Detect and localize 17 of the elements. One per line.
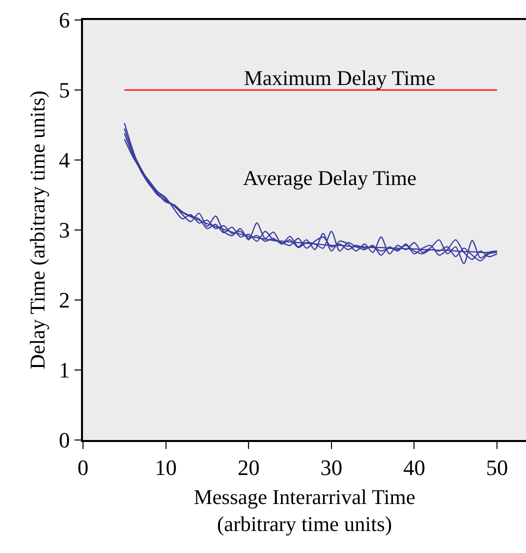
x-tick-label: 30	[320, 455, 342, 480]
x-tick-label: 20	[238, 455, 260, 480]
y-tick-label: 0	[58, 428, 70, 453]
annotation: Maximum Delay Time	[244, 66, 436, 90]
x-tick-label: 40	[403, 455, 426, 480]
y-tick-label: 1	[58, 358, 70, 383]
y-tick-label: 4	[58, 148, 70, 173]
y-axis-title: Delay Time (arbitrary time units)	[26, 90, 50, 370]
x-tick-label: 10	[154, 455, 177, 480]
x-tick-label: 50	[486, 455, 508, 480]
y-tick-label: 2	[58, 288, 70, 313]
x-tick-label: 0	[78, 455, 88, 480]
y-tick-label: 6	[58, 8, 70, 33]
annotation: Average Delay Time	[243, 166, 416, 190]
y-tick-label: 5	[58, 78, 70, 103]
x-axis-title: Message Interarrival Time (arbitrary time units)	[194, 484, 416, 536]
y-tick-label: 3	[58, 218, 70, 243]
